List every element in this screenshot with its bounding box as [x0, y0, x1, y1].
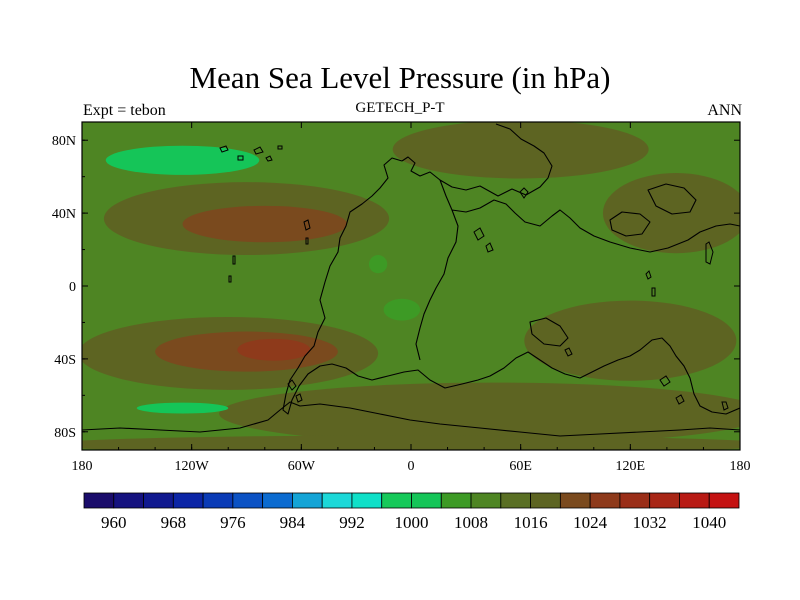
contour-region — [237, 338, 311, 361]
colorbar-label: 984 — [280, 513, 306, 532]
colorbar-swatch — [440, 492, 472, 509]
coastline-layer — [82, 123, 740, 437]
y-tick-label: 80N — [52, 134, 76, 149]
y-tick-label: 40N — [52, 207, 76, 222]
contour-region — [82, 435, 740, 450]
colorbar-swatch — [321, 492, 353, 509]
model-label: GETECH_P-T — [355, 100, 445, 116]
contour-region — [524, 300, 737, 381]
chart-title: Mean Sea Level Pressure (in hPa) — [189, 60, 611, 95]
x-tick-label: 180 — [72, 459, 93, 474]
island-outlines — [219, 145, 729, 411]
colorbar-label: 968 — [161, 513, 187, 532]
colorbar-label: 1040 — [692, 513, 726, 532]
contour-region — [368, 255, 388, 274]
x-tick-label: 60W — [288, 459, 316, 474]
contour-region — [105, 145, 260, 175]
colorbar-swatch — [679, 492, 710, 509]
colorbar-swatch — [143, 492, 174, 509]
colorbar-label: 1016 — [514, 513, 548, 532]
y-tick-label: 40S — [54, 353, 76, 368]
colorbar-swatch — [470, 492, 502, 509]
colorbar: 960 968 976 984 992 1000 1008 1016 1024 1032 1040 — [83, 492, 740, 532]
colorbar-swatch — [589, 492, 621, 509]
contour-region — [219, 382, 740, 445]
contour-region — [383, 298, 421, 321]
colorbar-label: 1000 — [395, 513, 429, 532]
colorbar-swatch — [411, 492, 442, 509]
colorbar-label: 1024 — [573, 513, 608, 532]
x-tick-label: 180 — [730, 459, 751, 474]
colorbar-swatch — [649, 492, 680, 509]
colorbar-swatch — [202, 492, 234, 509]
x-tick-label: 60E — [509, 459, 532, 474]
colorbar-swatch — [351, 492, 383, 509]
y-tick-label: 0 — [69, 280, 76, 295]
colorbar-swatch — [232, 492, 264, 509]
x-tick-label: 120E — [616, 459, 646, 474]
axes: 180 120W 60W 0 60E 120E 180 80N 40N 0 40S 80S — [52, 122, 751, 474]
colorbar-swatch — [83, 492, 115, 509]
contour-region — [602, 173, 740, 254]
colorbar-swatch — [530, 492, 561, 509]
season-label: ANN — [707, 102, 742, 119]
coastline — [82, 123, 740, 437]
x-tick-label: 120W — [175, 459, 210, 474]
x-tick-label: 0 — [408, 459, 415, 474]
colorbar-swatch — [172, 492, 204, 509]
colorbar-swatch — [292, 492, 323, 509]
colorbar-label: 1008 — [454, 513, 488, 532]
colorbar-swatch — [113, 492, 144, 509]
y-tick-label: 80S — [54, 426, 76, 441]
colorbar-swatch — [559, 492, 591, 509]
colorbar-swatch — [262, 492, 293, 509]
colorbar-swatch — [500, 492, 531, 509]
experiment-label: Expt = tebon — [83, 102, 166, 119]
colorbar-label: 992 — [339, 513, 365, 532]
colorbar-swatch — [381, 492, 412, 509]
colorbar-swatch — [708, 492, 740, 509]
colorbar-label: 1032 — [633, 513, 667, 532]
contour-region — [392, 122, 649, 179]
map-fill-layer — [82, 122, 740, 450]
colorbar-swatch — [619, 492, 651, 509]
colorbar-label: 976 — [220, 513, 246, 532]
contour-region — [182, 205, 348, 243]
colorbar-label: 960 — [101, 513, 127, 532]
contour-region — [136, 402, 229, 414]
